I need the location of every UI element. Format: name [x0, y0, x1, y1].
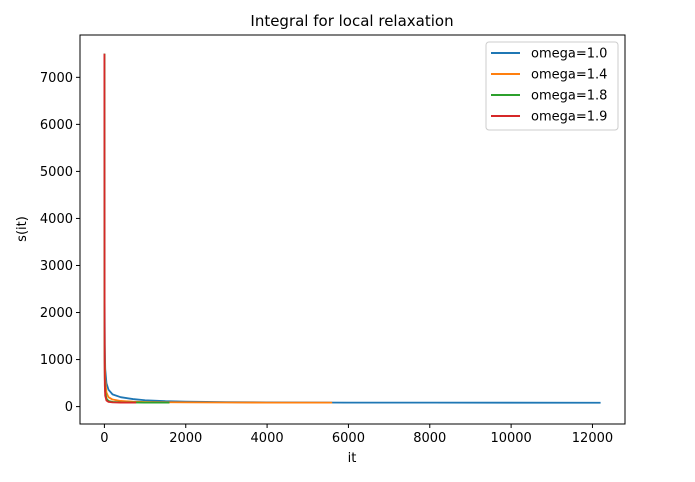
series-line-3 — [103, 53, 137, 404]
y-tick-label-2: 2000 — [40, 306, 73, 321]
y-tick-label-3: 3000 — [40, 259, 73, 274]
legend-frame — [485, 41, 619, 131]
y-tick-label-1: 1000 — [40, 353, 73, 368]
y-tick-label-6: 6000 — [40, 118, 73, 133]
x-tick-label-3: 6000 — [332, 431, 365, 446]
legend: omega=1.0 omega=1.4 omega=1.8 omega=1.9 — [485, 41, 619, 131]
x-axis: 0 2000 4000 6000 8000 10000 12000 — [100, 424, 613, 446]
y-tick-label-7: 7000 — [40, 71, 73, 86]
plot-area — [79, 34, 626, 425]
legend-label-0: omega=1.0 — [531, 47, 607, 62]
x-tick-label-2: 4000 — [251, 431, 284, 446]
y-tick-label-5: 5000 — [40, 165, 73, 180]
y-axis: 0 1000 2000 3000 4000 5000 6000 7000 — [40, 71, 80, 415]
x-tick-label-5: 10000 — [490, 431, 531, 446]
series-layer — [103, 53, 601, 404]
legend-label-1: omega=1.4 — [531, 68, 607, 83]
x-tick-label-0: 0 — [100, 431, 108, 446]
y-axis-label: s(it) — [15, 216, 30, 242]
x-axis-label: it — [348, 451, 357, 466]
legend-label-2: omega=1.8 — [531, 89, 607, 104]
legend-label-3: omega=1.9 — [531, 110, 607, 125]
legend-items: omega=1.0 omega=1.4 omega=1.8 omega=1.9 — [491, 47, 607, 125]
x-tick-label-6: 12000 — [572, 431, 613, 446]
y-tick-label-0: 0 — [65, 400, 73, 415]
chart-title: Integral for local relaxation — [250, 12, 453, 30]
y-tick-label-4: 4000 — [40, 212, 73, 227]
x-tick-label-1: 2000 — [169, 431, 202, 446]
axes-frame — [79, 34, 626, 425]
x-tick-label-4: 8000 — [413, 431, 446, 446]
